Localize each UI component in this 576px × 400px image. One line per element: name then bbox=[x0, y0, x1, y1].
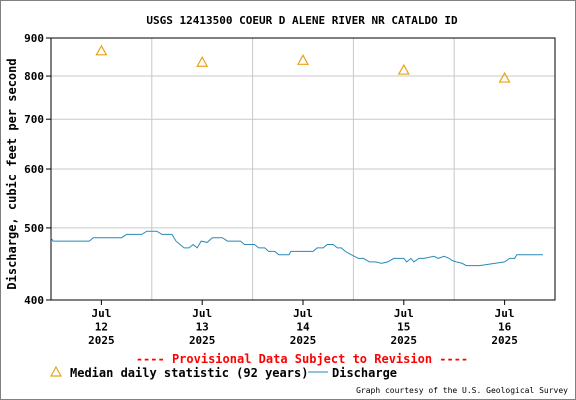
y-tick-label: 400 bbox=[24, 294, 44, 307]
y-tick-label: 600 bbox=[24, 163, 44, 176]
x-tick-label: 2025 bbox=[491, 334, 518, 347]
x-tick-label: 2025 bbox=[189, 334, 216, 347]
x-tick-label: Jul bbox=[293, 307, 313, 320]
y-axis-label: Discharge, cubic feet per second bbox=[5, 58, 19, 289]
x-tick-label: 2025 bbox=[391, 334, 418, 347]
discharge-line bbox=[50, 230, 543, 267]
x-tick-label: 12 bbox=[95, 321, 108, 334]
x-tick-label: 2025 bbox=[290, 334, 317, 347]
x-tick-label: Jul bbox=[192, 307, 212, 320]
grid-lines bbox=[51, 38, 555, 300]
graph-credit: Graph courtesy of the U.S. Geological Su… bbox=[356, 386, 568, 395]
data-series bbox=[50, 44, 543, 267]
x-tick-label: Jul bbox=[495, 307, 515, 320]
y-tick-label: 900 bbox=[24, 32, 44, 45]
x-tick-label: 16 bbox=[498, 321, 512, 334]
x-tick-label: 13 bbox=[196, 321, 209, 334]
legend-median-label: Median daily statistic (92 years) bbox=[70, 366, 308, 380]
median-point bbox=[296, 54, 310, 65]
y-tick-label: 500 bbox=[24, 222, 44, 235]
median-point bbox=[498, 71, 511, 83]
y-tick-label: 800 bbox=[24, 70, 44, 83]
median-point bbox=[397, 63, 410, 75]
x-tick-label: 14 bbox=[296, 321, 310, 334]
median-point bbox=[196, 55, 209, 67]
median-point bbox=[95, 44, 108, 56]
x-tick-label: Jul bbox=[91, 307, 111, 320]
legend-median-marker bbox=[49, 365, 63, 377]
x-tick-label: 15 bbox=[397, 321, 410, 334]
provisional-notice: ---- Provisional Data Subject to Revisio… bbox=[136, 352, 468, 366]
x-tick-label: 2025 bbox=[88, 334, 115, 347]
chart-title: USGS 12413500 COEUR D ALENE RIVER NR CAT… bbox=[146, 14, 458, 27]
legend: Median daily statistic (92 years) Discha… bbox=[49, 365, 397, 380]
legend-discharge-label: Discharge bbox=[332, 366, 397, 380]
x-tick-label: Jul bbox=[394, 307, 414, 320]
y-tick-label: 700 bbox=[24, 113, 44, 126]
axes: 400500600700800900Jul122025Jul132025Jul1… bbox=[24, 32, 556, 347]
